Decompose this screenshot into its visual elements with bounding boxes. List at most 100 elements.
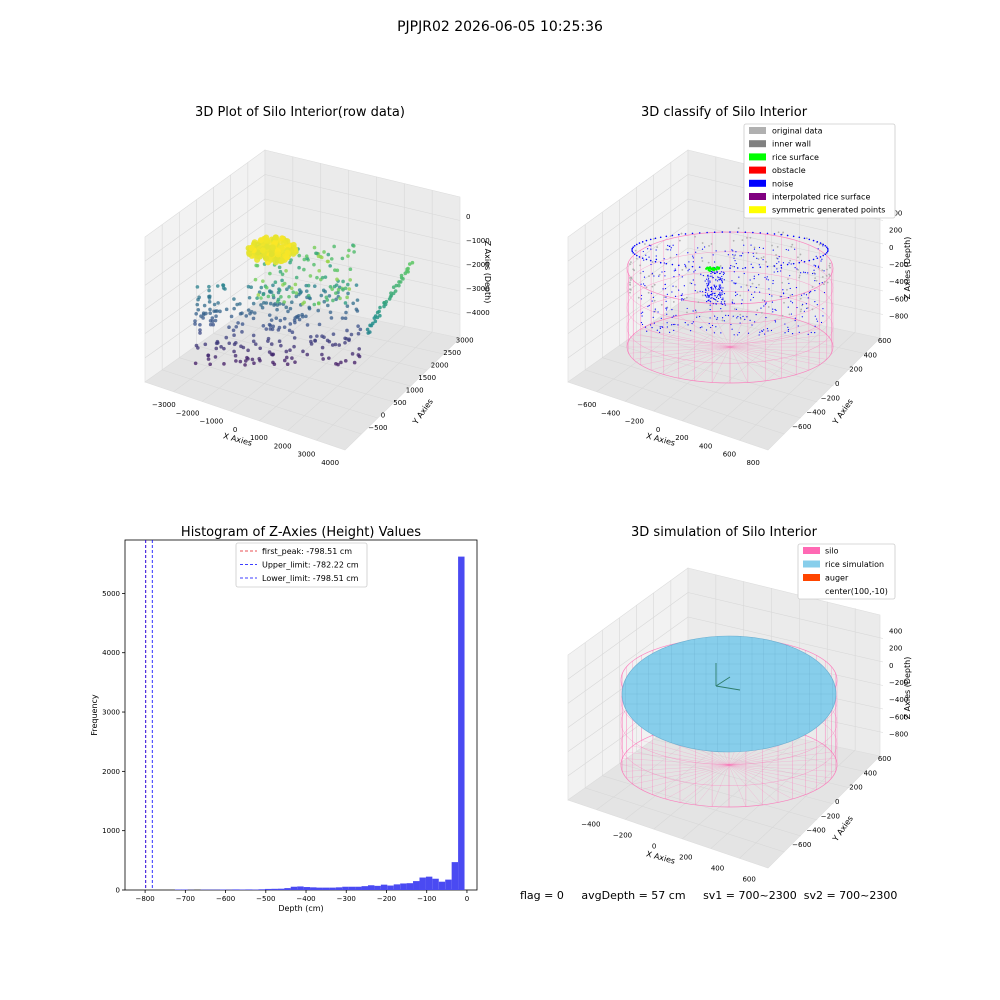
noise-point xyxy=(804,271,806,274)
noise-point xyxy=(718,297,720,300)
z-tick-label: −400 xyxy=(889,696,908,704)
noise-point xyxy=(739,322,741,324)
data-point xyxy=(306,283,311,288)
original-point xyxy=(805,237,808,240)
data-point xyxy=(334,361,338,366)
data-point xyxy=(193,322,197,326)
data-point xyxy=(269,244,276,251)
noise-point xyxy=(795,286,798,289)
data-point xyxy=(229,314,234,319)
data-point xyxy=(264,301,269,305)
x-tick-label: 0 xyxy=(652,843,656,851)
noise-point xyxy=(651,327,653,329)
data-point xyxy=(343,336,347,341)
noise-point xyxy=(667,244,669,247)
original-point xyxy=(767,306,770,308)
data-point xyxy=(356,331,361,336)
classify-z-label: Z Axies (Depth) xyxy=(903,237,912,300)
noise-point xyxy=(677,264,680,267)
noise-point xyxy=(711,324,714,327)
noise-point xyxy=(805,294,808,296)
data-point xyxy=(259,285,264,290)
noise-point xyxy=(631,249,633,251)
data-point xyxy=(259,303,263,307)
data-point xyxy=(268,327,273,331)
original-point xyxy=(701,242,704,244)
data-point xyxy=(300,314,305,319)
noise-point xyxy=(662,288,664,290)
noise-point xyxy=(701,326,703,328)
noise-point xyxy=(763,305,765,307)
grid-line xyxy=(602,357,801,419)
data-point xyxy=(232,306,236,311)
original-point xyxy=(658,273,661,276)
data-point xyxy=(335,277,339,282)
legend-label: Upper_limit: -782.22 cm xyxy=(262,561,359,570)
data-point xyxy=(352,250,356,254)
data-point xyxy=(343,286,348,291)
noise-point xyxy=(719,284,722,286)
original-point xyxy=(639,272,642,275)
original-point xyxy=(798,274,801,277)
silo-spoke xyxy=(695,764,730,806)
rice-surface-point xyxy=(708,269,712,273)
simulation-plot-title: 3D simulation of Silo Interior xyxy=(631,525,818,540)
data-point xyxy=(398,280,403,284)
noise-point xyxy=(646,330,648,332)
noise-point xyxy=(798,236,801,239)
noise-point xyxy=(651,272,653,274)
legend-swatch xyxy=(803,560,820,568)
grid-line xyxy=(682,320,800,422)
noise-point xyxy=(823,270,825,272)
noise-point xyxy=(704,289,707,291)
noise-point xyxy=(675,314,677,316)
data-point xyxy=(351,301,355,306)
original-point xyxy=(789,259,792,262)
silo-spoke xyxy=(728,764,836,772)
silo-spoke xyxy=(628,346,731,354)
data-point xyxy=(278,318,283,323)
data-point xyxy=(272,239,279,246)
noise-point xyxy=(720,301,723,303)
y-tick-label: 3000 xyxy=(456,336,474,344)
silo-spoke xyxy=(640,346,731,366)
data-point xyxy=(323,289,327,294)
noise-point xyxy=(671,309,673,311)
center-axis xyxy=(715,685,741,691)
original-point xyxy=(821,269,824,272)
noise-point xyxy=(787,297,790,299)
noise-point xyxy=(803,260,806,263)
noise-point xyxy=(807,297,809,299)
noise-point xyxy=(777,258,779,260)
noise-point xyxy=(712,303,714,305)
original-point xyxy=(760,257,763,259)
y-tick-label: 3000 xyxy=(102,709,120,717)
noise-point xyxy=(790,313,793,315)
y-tick-label: 0 xyxy=(116,887,120,895)
noise-point xyxy=(688,261,690,263)
noise-point xyxy=(767,330,769,332)
data-point xyxy=(208,322,213,327)
noise-point xyxy=(722,297,724,299)
data-point xyxy=(213,355,218,359)
original-point xyxy=(633,269,636,272)
noise-point xyxy=(784,323,786,325)
noise-point xyxy=(687,324,689,326)
noise-point xyxy=(631,250,634,253)
data-point xyxy=(238,302,242,306)
data-point xyxy=(210,316,215,320)
noise-point xyxy=(709,308,711,311)
data-point xyxy=(253,342,258,346)
noise-point xyxy=(764,276,766,279)
noise-point xyxy=(749,319,751,321)
noise-point xyxy=(681,298,683,300)
noise-point xyxy=(819,242,822,244)
data-point xyxy=(261,279,265,283)
noise-point xyxy=(670,249,672,251)
data-point xyxy=(212,309,216,314)
data-point xyxy=(277,325,282,330)
noise-point xyxy=(663,258,665,260)
noise-point xyxy=(655,258,657,260)
raw-plot-title: 3D Plot of Silo Interior(row data) xyxy=(195,105,405,120)
original-point xyxy=(695,311,698,313)
